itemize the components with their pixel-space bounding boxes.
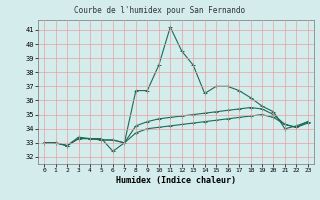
Text: Courbe de l'humidex pour San Fernando: Courbe de l'humidex pour San Fernando: [75, 6, 245, 15]
X-axis label: Humidex (Indice chaleur): Humidex (Indice chaleur): [116, 176, 236, 185]
